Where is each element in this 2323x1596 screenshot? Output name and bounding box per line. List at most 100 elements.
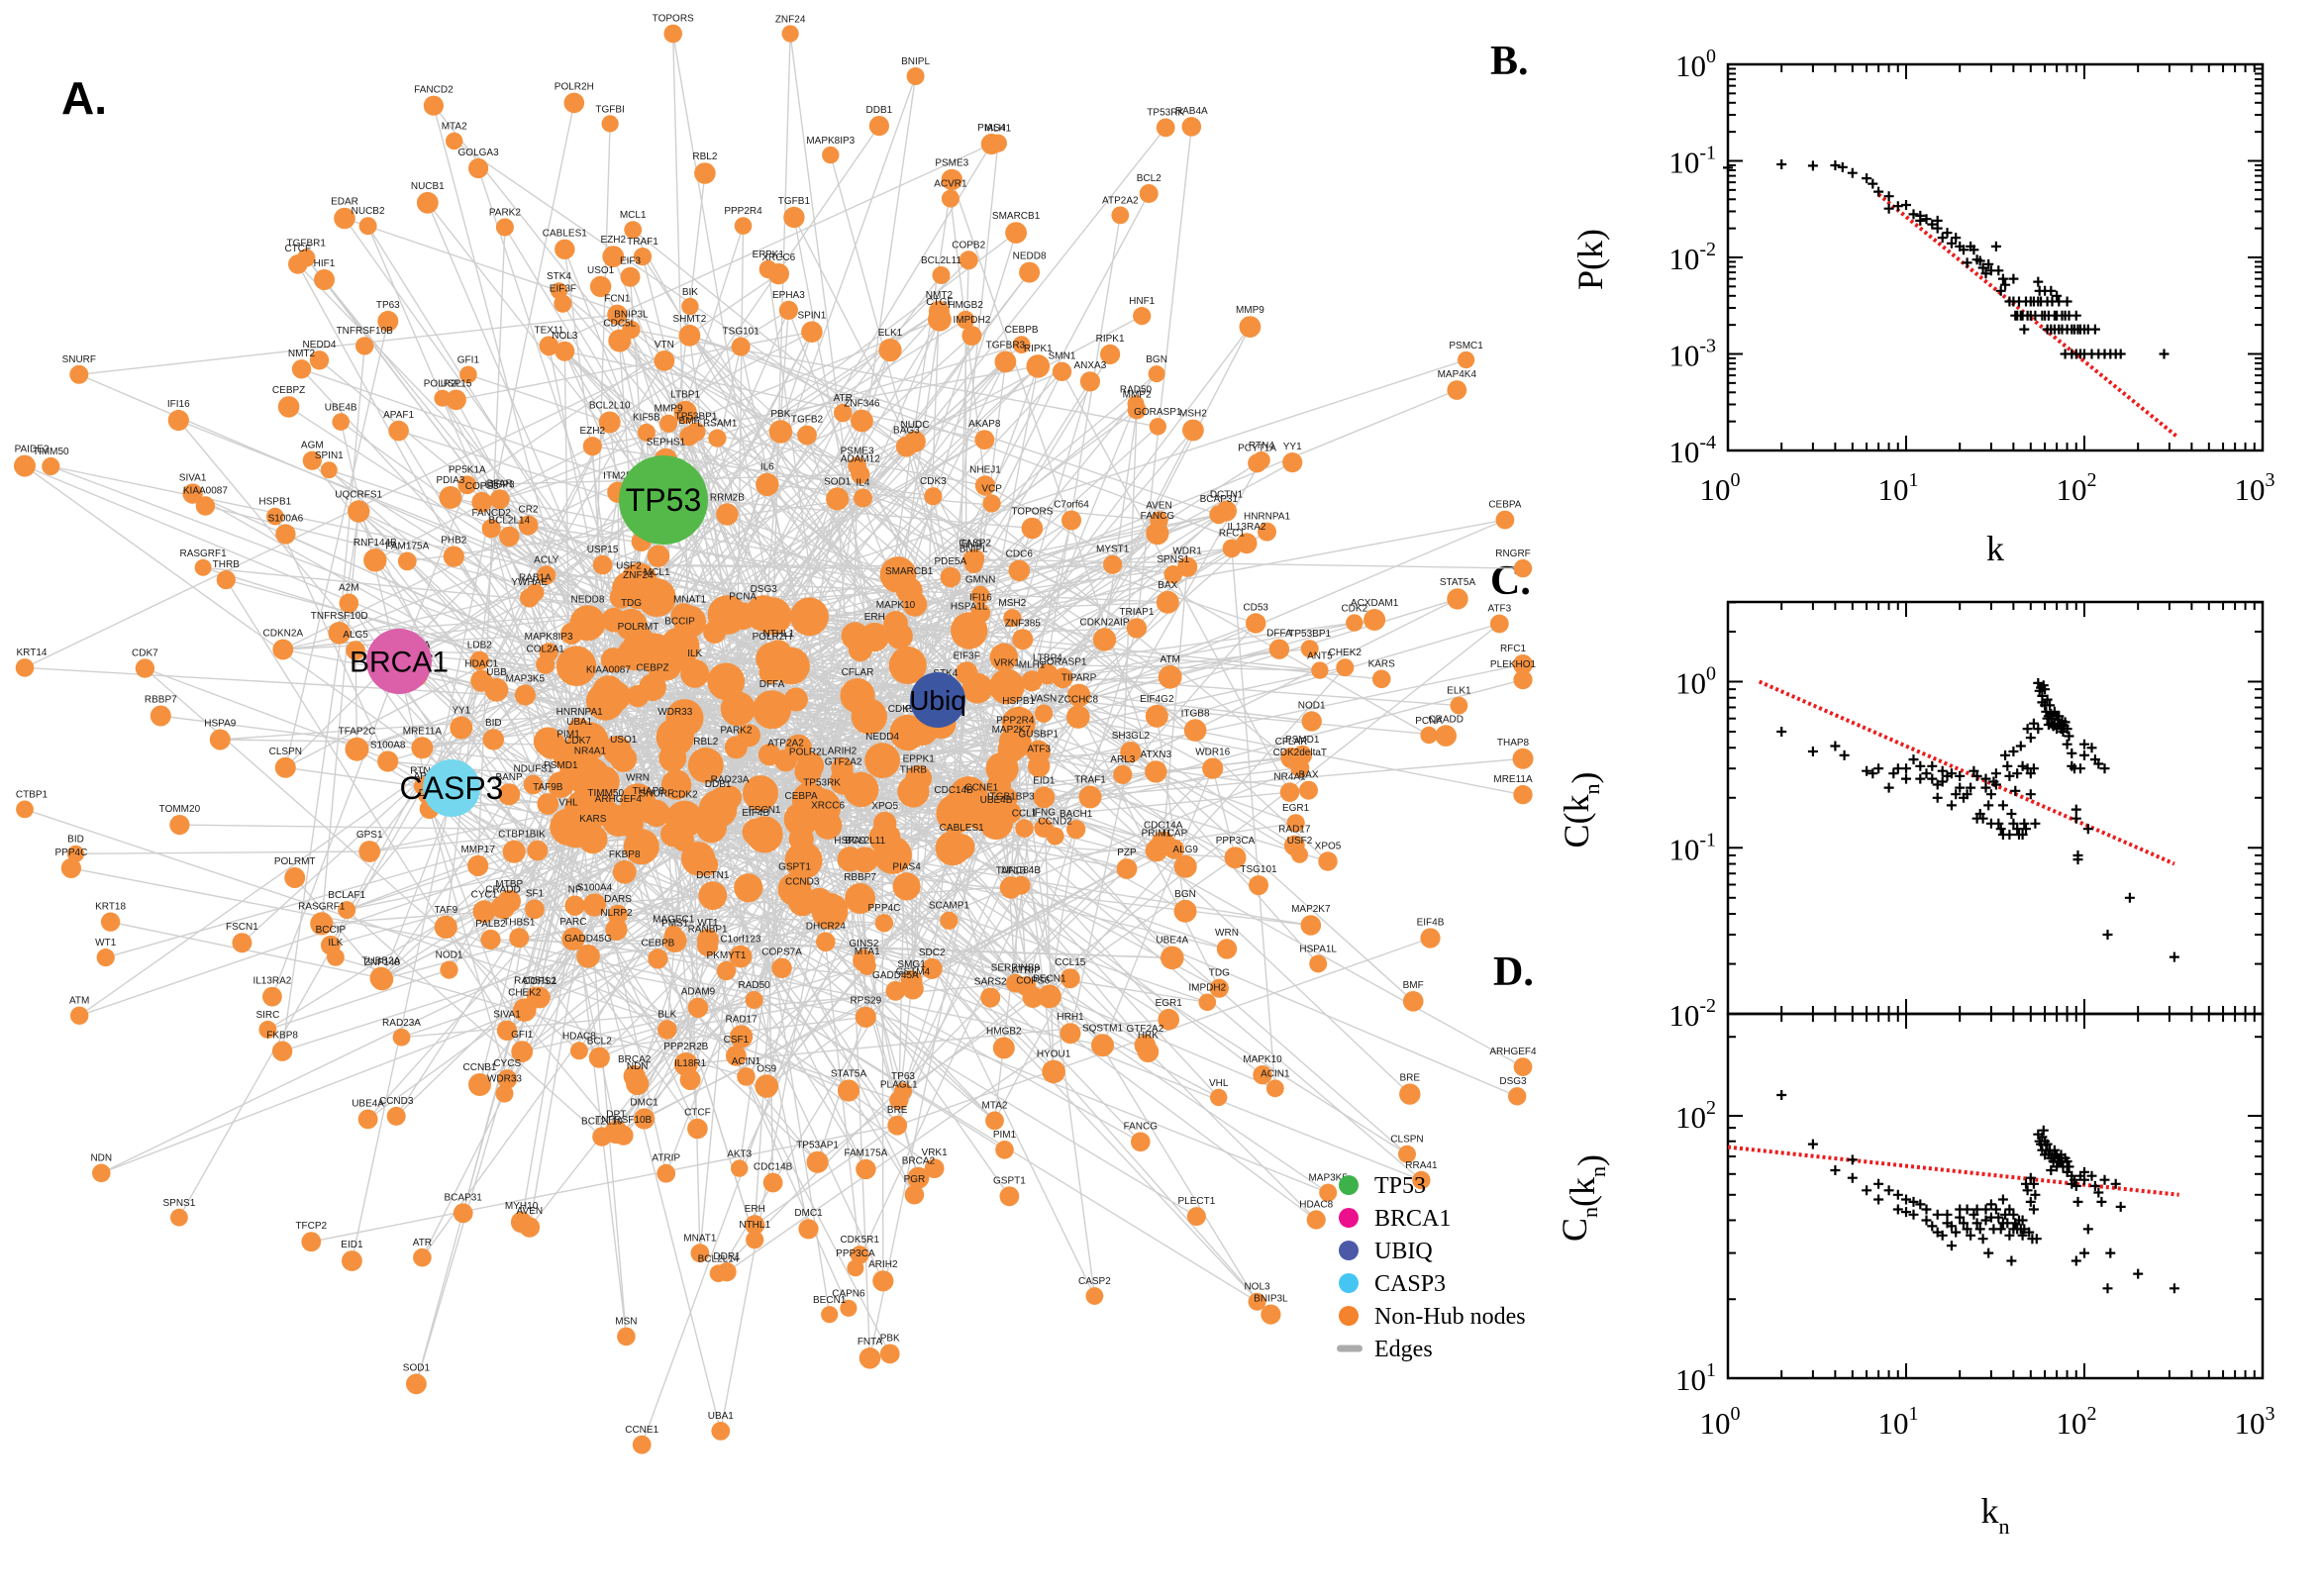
network-node-label: KRT14 — [17, 648, 48, 658]
network-node-label: S100A6 — [268, 513, 304, 524]
legend-swatch — [1339, 1306, 1359, 1326]
x-tick-label: 102 — [2057, 1403, 2097, 1441]
network-node — [411, 737, 434, 759]
hub-node-ubiq — [910, 672, 965, 728]
network-node-label: MNAT1 — [683, 1233, 717, 1244]
network-node-label: TOMM20 — [159, 804, 201, 815]
network-node-label: NTHL1 — [762, 629, 794, 640]
network-node — [1286, 814, 1305, 833]
network-node — [555, 239, 575, 259]
network-node-label: NR4A1 — [574, 747, 607, 757]
network-node — [598, 411, 621, 434]
network-node — [346, 641, 365, 660]
network-node-label: RFC1 — [1500, 644, 1527, 654]
network-node — [982, 494, 1001, 513]
network-node — [1022, 986, 1044, 1008]
network-node-label: C1orf123 — [720, 935, 761, 946]
network-node-label: BCL2L14 — [698, 1253, 740, 1264]
network-node — [1209, 978, 1229, 998]
network-node — [497, 783, 521, 806]
network-node-label: SNURF — [62, 354, 96, 365]
network-node — [777, 872, 812, 907]
network-node-label: CDK7 — [564, 736, 591, 747]
network-node — [745, 1215, 765, 1236]
network-node-label: CDK2 — [1341, 603, 1367, 614]
network-edge — [1061, 677, 1220, 989]
network-edge — [1061, 627, 1138, 679]
network-node-label: CDK5R1 — [840, 1235, 879, 1246]
network-node — [1156, 118, 1175, 138]
network-node-label: NEDD8 — [1013, 251, 1047, 262]
network-node — [1156, 590, 1179, 614]
network-node — [392, 1028, 411, 1047]
network-node-label: A2M — [339, 583, 359, 594]
network-node — [687, 1118, 708, 1140]
network-node-label: BCL2 — [587, 1037, 612, 1047]
network-node — [970, 585, 990, 605]
network-node — [771, 957, 792, 978]
network-node-label: BID — [67, 835, 84, 846]
network-node — [878, 339, 902, 362]
network-node-label: PSME3 — [935, 158, 968, 169]
network-node-label: MMP2 — [1123, 390, 1152, 401]
network-node — [988, 134, 1008, 152]
network-node — [314, 269, 335, 290]
network-node — [469, 650, 489, 670]
network-edge — [202, 566, 750, 737]
network-node-label: KIAA0087 — [183, 485, 228, 496]
network-node — [216, 570, 236, 590]
network-node-label: ZNF385 — [1005, 618, 1042, 629]
network-edge — [689, 747, 799, 1080]
network-node-label: TRIAP1 — [1119, 607, 1154, 618]
network-edge — [864, 1016, 1197, 1218]
network-node-label: DPT — [606, 1110, 626, 1121]
network-node-label: SCAMP1 — [929, 901, 970, 912]
network-node-label: MCL1 — [644, 567, 670, 578]
network-node-label: UNC84B — [1002, 865, 1042, 876]
network-node-label: CDK2 — [671, 790, 698, 801]
network-node — [851, 409, 873, 433]
network-node-label: CEBPZ — [636, 662, 668, 673]
network-node-label: IMPDH2 — [1188, 983, 1226, 994]
network-node — [602, 246, 625, 267]
network-edge — [1049, 666, 1346, 997]
network-node-label: BNIPL — [960, 545, 988, 555]
network-edge — [717, 798, 1007, 1274]
network-edge — [795, 699, 1317, 1221]
network-node — [355, 337, 374, 355]
network-edge — [563, 249, 639, 802]
network-node-label: IL4 — [857, 477, 870, 488]
network-node-label: CDKN2AIP — [1079, 617, 1129, 628]
network-node-label: TDG — [1209, 968, 1230, 979]
network-node-label: MAP3K5 — [1308, 1173, 1348, 1184]
network-edge — [428, 808, 508, 1080]
network-node-label: TIMM50 — [587, 788, 624, 799]
network-node-label: EIF4B — [742, 808, 769, 819]
network-edge — [592, 446, 934, 497]
network-node — [840, 678, 875, 714]
network-node-label: TFAP2C — [339, 727, 376, 738]
network-node-label: ATRIP — [1012, 965, 1041, 976]
network-node — [1412, 1170, 1431, 1190]
network-node — [277, 396, 300, 418]
network-node-label: KARS — [1368, 659, 1396, 670]
network-edge — [735, 751, 1132, 1056]
network-node — [1066, 820, 1086, 840]
network-edge — [842, 412, 1329, 862]
network-node-label: VHL — [558, 797, 578, 808]
network-node — [468, 157, 489, 179]
network-node-label: TCAP — [1162, 829, 1188, 840]
network-node-label: PPP2R2B — [663, 1042, 708, 1052]
network-node-label: IL18R1 — [674, 1058, 707, 1069]
network-node-label: GUSBP1 — [1019, 730, 1060, 741]
legend-swatch — [1339, 1241, 1359, 1260]
network-node-label: BRCA2 — [902, 1156, 936, 1167]
network-node-label: TGFBR3 — [986, 341, 1026, 351]
network-edge — [868, 193, 1150, 717]
network-node-label: PP5K1A — [449, 464, 486, 475]
network-node-label: BCAP31 — [1200, 494, 1239, 505]
network-node-label: TOPORS — [653, 14, 694, 25]
network-node — [1085, 1287, 1104, 1305]
network-node — [1398, 1145, 1416, 1163]
network-node-label: ELK1 — [878, 328, 903, 339]
